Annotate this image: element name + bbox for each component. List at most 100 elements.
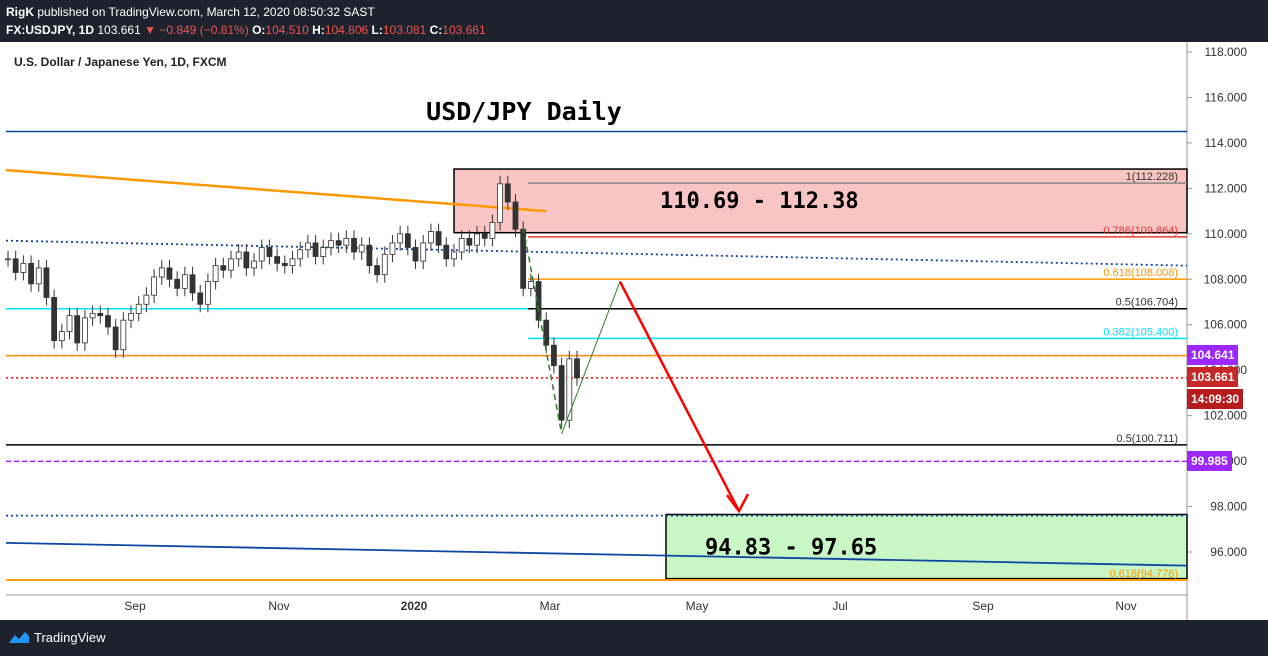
candle-body: [205, 281, 211, 305]
candle-body: [135, 303, 142, 314]
candle-body: [181, 274, 188, 289]
candle-body: [435, 231, 442, 246]
candle-body: [489, 222, 496, 239]
fib-level-label: 0.786(109.864): [1103, 225, 1178, 237]
candle-body: [335, 240, 342, 246]
dotted-resistance-line: [5, 239, 1188, 267]
symbol-label: FX:USDJPY, 1D: [6, 23, 95, 37]
candle-body: [258, 247, 265, 262]
x-tick-label: Mar: [540, 599, 561, 613]
candle-body: [474, 233, 480, 246]
high-label: H:: [312, 23, 325, 37]
x-tick-label: Nov: [1115, 599, 1136, 613]
y-tick-label: 112.000: [1205, 181, 1248, 195]
y-tick-label: 98.000: [1210, 500, 1247, 514]
candle-body: [428, 231, 434, 244]
rebound-leg-line: [561, 281, 621, 434]
x-tick-label: May: [686, 599, 709, 613]
y-tick-label: 96.000: [1210, 545, 1247, 559]
candle-body: [358, 244, 365, 253]
candle-body: [504, 183, 511, 203]
candle-body: [458, 237, 465, 253]
candle-body: [251, 260, 257, 269]
low-value: 103.081: [382, 23, 427, 37]
candle-body: [343, 237, 350, 246]
candle-body: [366, 244, 373, 267]
candle-body: [389, 242, 396, 255]
brand-name[interactable]: TradingView: [34, 630, 106, 645]
candle-body: [151, 276, 157, 296]
candle-body: [412, 247, 419, 262]
candle-body: [228, 258, 234, 271]
candle-body: [128, 312, 134, 321]
candle-body: [451, 251, 457, 260]
candle-body: [374, 265, 380, 276]
candle-body: [5, 258, 11, 261]
candle-body: [328, 240, 334, 248]
projection-arrow: [618, 280, 741, 512]
y-tick-label: 116.000: [1205, 90, 1248, 104]
x-tick-label: Sep: [972, 599, 994, 613]
chart-subtitle: U.S. Dollar / Japanese Yen, 1D, FXCM: [14, 55, 227, 69]
candle-body: [304, 242, 311, 251]
y-tick-label: 118.000: [1205, 45, 1248, 59]
countdown-tag: 14:09:30: [1187, 389, 1244, 409]
candle-body: [243, 251, 250, 269]
resistance-zone: [453, 168, 1188, 234]
candle-body: [574, 358, 580, 379]
resistance-zone-label: 110.69 - 112.38: [660, 189, 859, 214]
close-label: C:: [429, 23, 443, 37]
candle-body: [466, 237, 473, 246]
close-value: 103.661: [442, 23, 486, 37]
candle-body: [97, 312, 104, 317]
purple-level-tag: 104.641: [1187, 345, 1239, 365]
y-tick-label: 110.000: [1205, 227, 1248, 241]
candle-body: [543, 319, 550, 346]
x-tick-label: Jul: [832, 599, 847, 613]
candle-body: [174, 278, 181, 289]
candle-body: [120, 319, 127, 351]
low-label: L:: [371, 23, 383, 37]
open-label: O:: [252, 23, 266, 37]
x-tick-label: 2020: [401, 599, 428, 613]
price-chart[interactable]: 96.00098.000100.000102.000104.000106.000…: [0, 42, 1268, 620]
target-zone: [665, 513, 1188, 580]
candle-body: [20, 262, 27, 273]
candle-body: [297, 249, 304, 260]
candle-body: [497, 183, 504, 223]
candle-body: [89, 312, 96, 319]
x-tick-label: Nov: [268, 599, 289, 613]
fib-level-label: 0.618(108.008): [1103, 267, 1178, 279]
candle-body: [197, 292, 204, 305]
chart-header: RigK published on TradingView.com, March…: [0, 0, 1268, 42]
candle-body: [81, 317, 88, 344]
candle-body: [527, 281, 534, 289]
candle-body: [51, 297, 58, 342]
tradingview-logo-icon[interactable]: [8, 629, 30, 648]
candle-body: [158, 267, 165, 278]
purple-low-level-tag: 99.985: [1187, 451, 1232, 471]
author-name[interactable]: RigK: [6, 5, 34, 19]
fib-level-label: 0.618(94.776): [1110, 568, 1179, 580]
candle-body: [512, 201, 519, 230]
publish-line: RigK published on TradingView.com, March…: [6, 5, 375, 19]
last-price-tag: 103.661: [1187, 367, 1239, 387]
candle-body: [28, 262, 34, 285]
open-value: 104.510: [265, 23, 309, 37]
fib-level-label: 1(112.228): [1126, 171, 1178, 183]
candle-body: [166, 267, 173, 280]
candle-body: [397, 233, 404, 244]
candle-body: [420, 242, 427, 262]
candle-body: [551, 344, 557, 367]
candle-body: [404, 233, 411, 248]
fib-level-label: 0.382(105.400): [1103, 326, 1178, 338]
y-tick-label: 102.000: [1204, 409, 1248, 423]
chart-title: USD/JPY Daily: [426, 97, 622, 126]
price-change: ▼ −0.849 (−0.81%): [144, 23, 249, 37]
candle-body: [235, 251, 242, 260]
fib-level-label: 0.5(100.711): [1116, 433, 1178, 445]
candle-body: [12, 258, 19, 273]
impulse-leg-dashed: [522, 226, 563, 434]
chart-footer: TradingView: [0, 620, 1268, 656]
navy-support-trendline: [5, 542, 1188, 567]
